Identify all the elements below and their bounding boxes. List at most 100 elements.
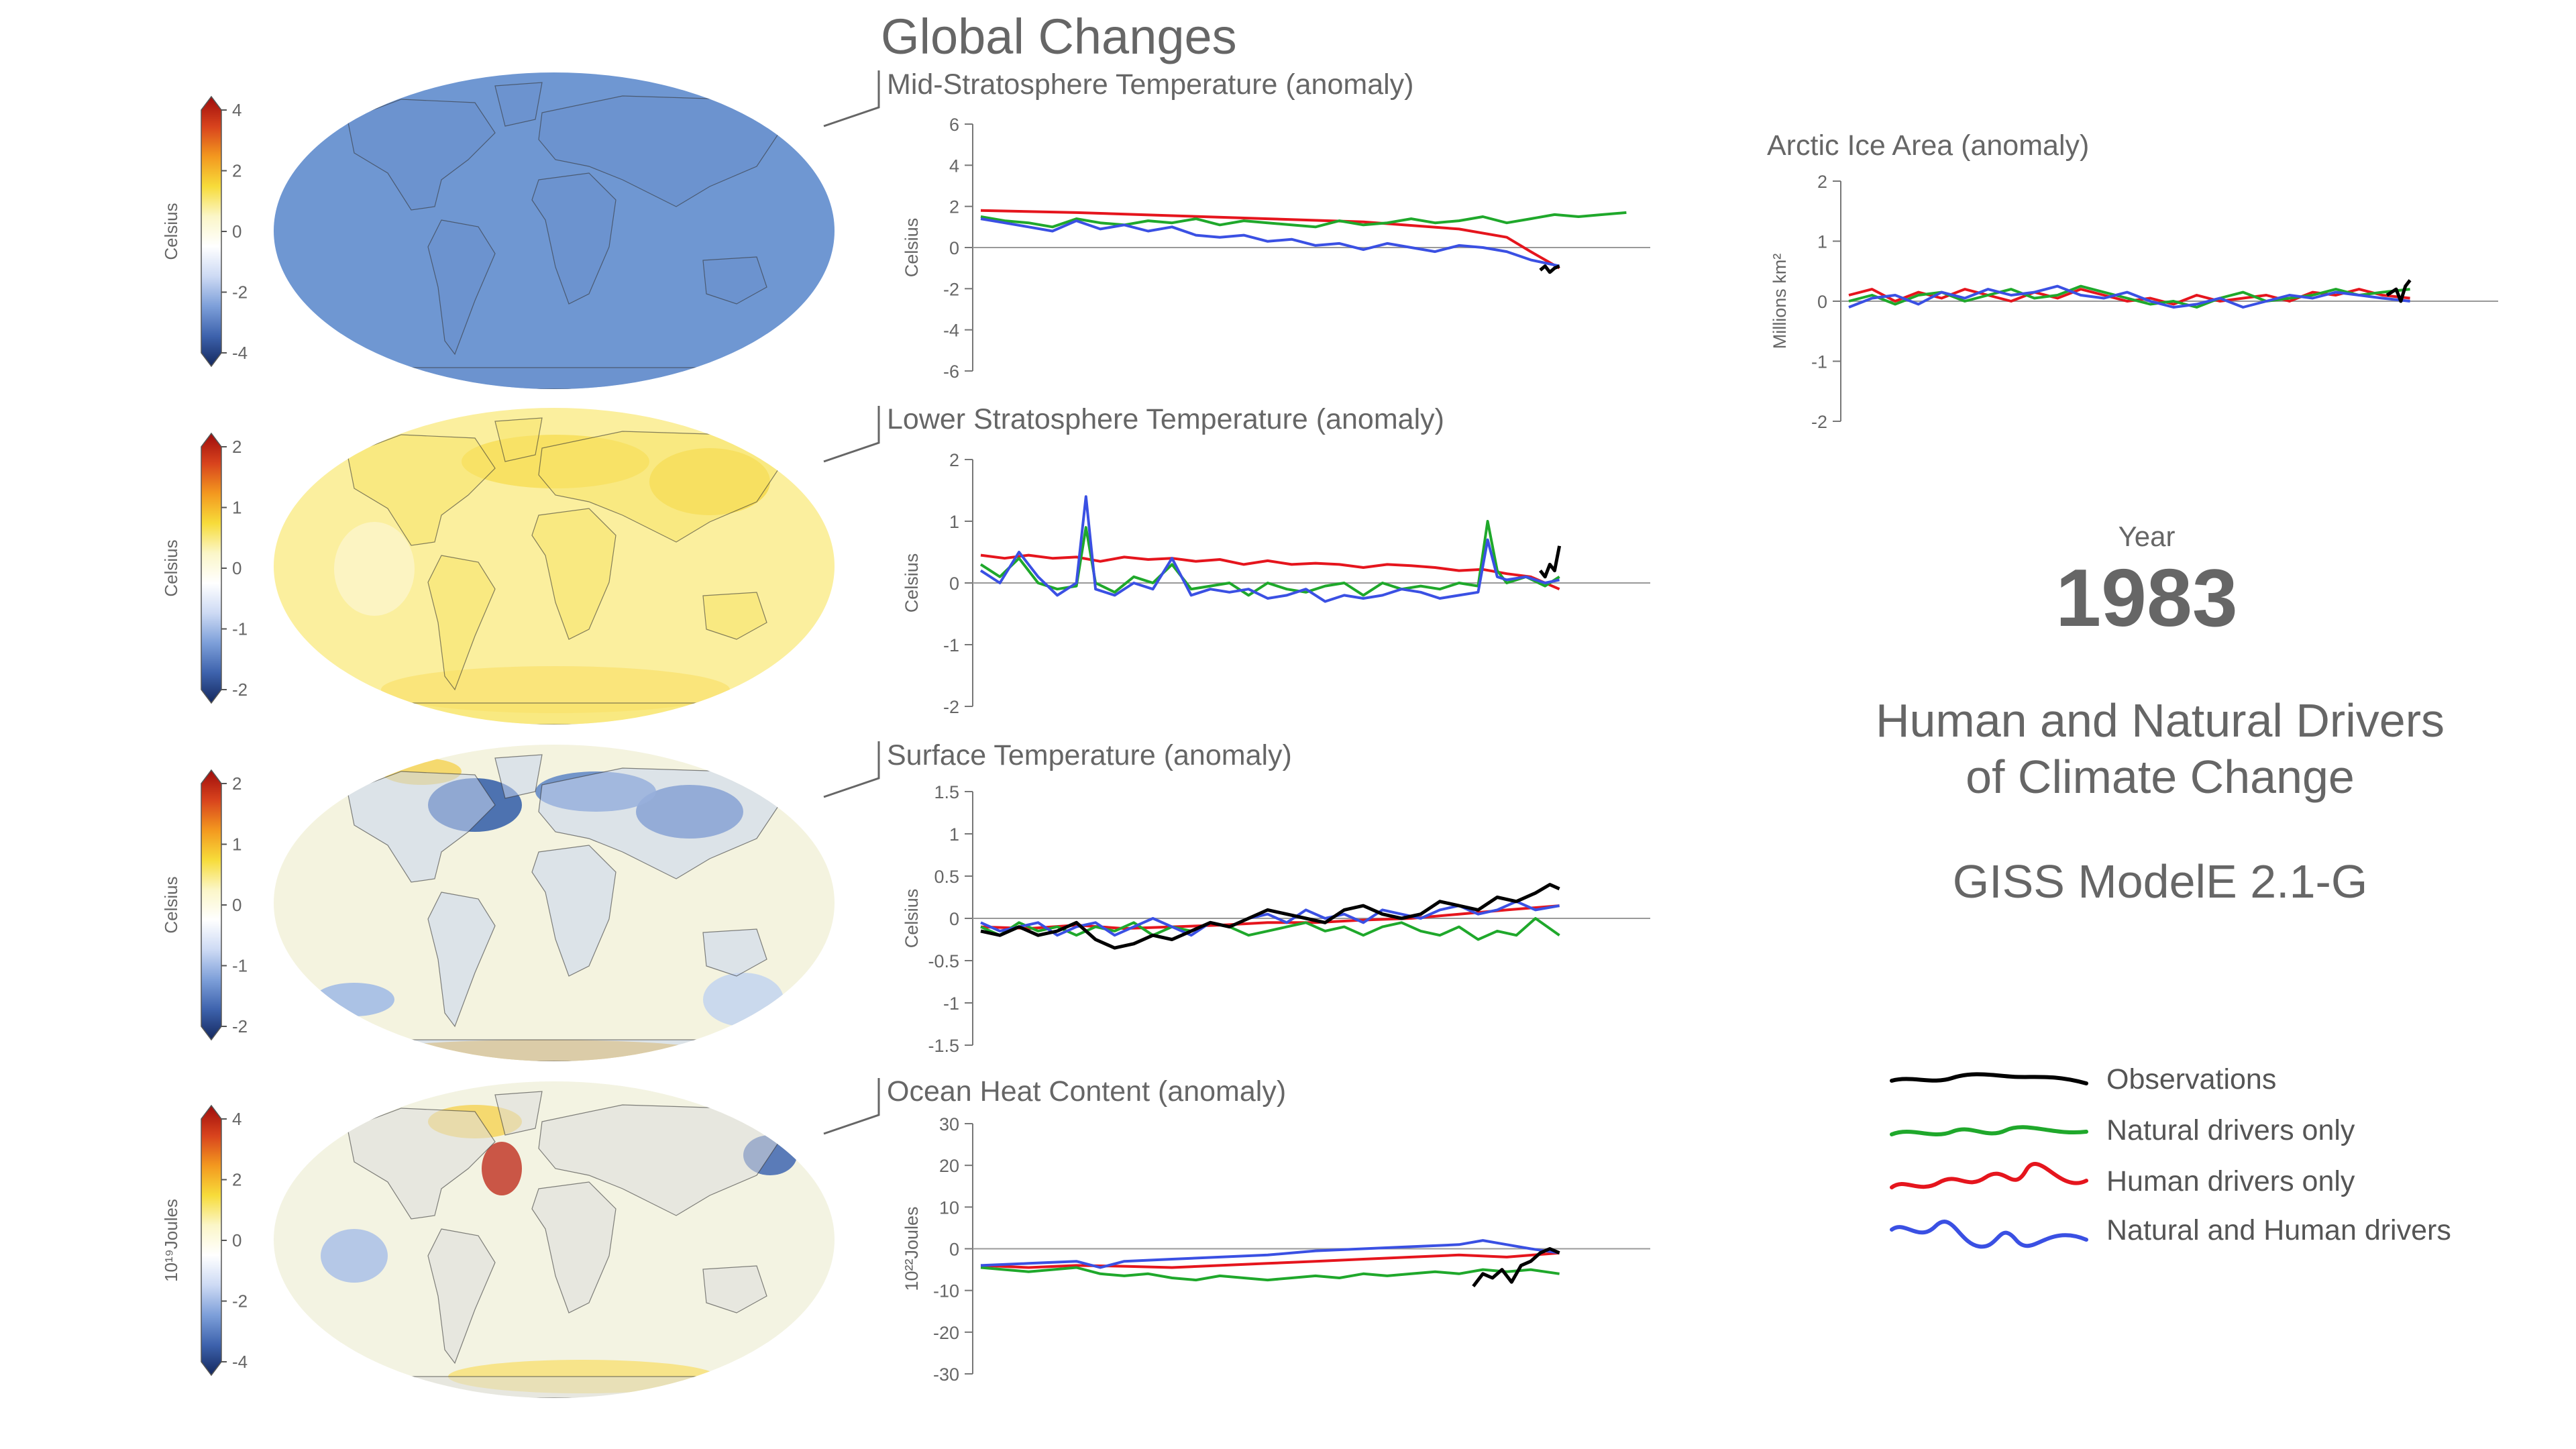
ocean-heat-series-observations [1472,1247,1560,1288]
legend-item-both: Natural and Human drivers [1885,1206,2489,1253]
arctic-ice-ytick-label: 1 [1817,232,1827,252]
ocean-heat-continent-africa [531,1181,616,1313]
panel-title-ocean-heat: Ocean Heat Content (anomaly) [887,1075,1287,1108]
lower-strat-ytick-label: 2 [949,450,959,470]
surface-colorbar-tick-label: 1 [232,835,241,855]
surface-continent-greenland [494,754,543,799]
lower-strat-series-both [979,495,1560,603]
leader-line-ocean-heat [823,1078,880,1135]
lower-strat-colorbar-tick-label: -2 [232,680,248,700]
mid-strat-series-natural [980,211,1627,229]
lower-strat-series-observations [1539,545,1562,579]
surface-colorbar-gradient [201,769,222,1041]
surface-map-anomaly [314,983,394,1016]
ocean-heat-continent-greenland [494,1091,543,1136]
year-value: 1983 [2055,552,2238,643]
map-mid-strat [274,72,835,389]
legend-swatch-natural [1890,1125,2088,1136]
mid-strat-continent-south-america [427,219,496,356]
ocean-heat-continent-south-america [427,1228,496,1364]
lower-strat-continent-greenland [494,417,543,462]
surface-colorbar-tick-label: 2 [232,773,241,794]
surface-series-natural [980,917,1560,941]
mid-strat-continent-greenland [494,82,543,127]
mid-strat-continent-africa [531,172,616,305]
mid-strat-ytick-label: -6 [943,362,959,382]
lower-strat-colorbar-tick-label: 0 [232,558,241,578]
subtitle-line-1: Human and Natural Drivers [1875,694,2445,747]
colorbar-surface: 2 1 0 -1 -2 Celsius [148,761,248,1049]
surface-ytick-label: -1.5 [928,1036,959,1056]
ocean-heat-series-both [980,1239,1560,1269]
lower-strat-colorbar-tick-label: 2 [232,437,241,457]
mid-strat-colorbar-tick-label: -2 [232,282,248,303]
chart-lower-strat: 2 1 0 -1 -2 Celsius [899,450,1657,717]
arctic-ice-series-both [1848,284,2410,309]
lower-strat-continent-antarctica [367,702,744,724]
panel-title-mid-strat: Mid-Stratosphere Temperature (anomaly) [887,68,1414,101]
ocean-heat-map-anomaly [482,1142,522,1195]
ocean-heat-continent-antarctica [367,1376,744,1398]
ocean-heat-map-anomaly [321,1229,388,1283]
lower-strat-continent-africa [531,508,616,640]
surface-colorbar-tick-label: -2 [232,1016,248,1036]
leader-line-surface [823,741,880,798]
leader-line-lower-strat [823,406,880,463]
ocean-heat-colorbar-label: 10¹⁹Joules [161,1199,181,1282]
panel-title-surface: Surface Temperature (anomaly) [887,739,1292,771]
legend-swatch-observations [1890,1072,2088,1085]
ocean-heat-series-natural [980,1266,1560,1282]
mid-strat-series-human [980,209,1560,270]
chart-ocean-heat: 30 20 10 0 -10 -20 -30 10²²Joules [899,1114,1657,1385]
mid-strat-continent-australia [702,256,767,305]
arctic-ice-ytick-label: -2 [1811,412,1827,432]
mid-strat-ytick-label: -2 [943,279,959,299]
arctic-ice-ytick-label: -1 [1811,352,1827,372]
arctic-ice-series-human [1848,288,2410,306]
lower-strat-ytick-label: 1 [949,512,959,532]
panel-title-lower-strat: Lower Stratosphere Temperature (anomaly) [887,403,1444,435]
mid-strat-ytick-label: 0 [949,238,959,258]
legend-item-natural: Natural drivers only [1885,1106,2489,1153]
ocean-heat-ytick-label: -20 [933,1323,959,1343]
ocean-heat-continent-australia [702,1265,767,1313]
legend-line-both [1890,1220,2088,1249]
surface-ytick-label: 1 [949,824,959,845]
legend-item-human: Human drivers only [1885,1157,2489,1204]
legend-label-observations: Observations [2106,1063,2277,1095]
surface-map-anomaly [703,973,784,1026]
surface-continent-north-america [347,771,496,883]
legend-label-both: Natural and Human drivers [2106,1214,2451,1246]
surface-continent-south-america [427,892,496,1028]
lower-strat-map-anomaly [334,522,415,616]
surface-y-axis-label: Celsius [902,889,922,949]
map-lower-strat [274,408,835,724]
ocean-heat-colorbar-tick-label: 2 [232,1170,241,1190]
arctic-ice-series-observations [2385,279,2412,303]
lower-strat-series-human [980,553,1560,591]
mid-strat-colorbar-label: Celsius [161,203,181,260]
ocean-heat-continent-north-america [347,1108,496,1220]
surface-series-human [980,904,1560,930]
mid-strat-ytick-label: -4 [943,321,959,341]
surface-ytick-label: 0.5 [934,867,959,887]
ocean-heat-ytick-label: 0 [949,1240,959,1260]
mid-strat-colorbar-gradient [201,95,222,368]
subtitle-line-2: of Climate Change [1966,751,2355,803]
lower-strat-colorbar-tick-label: -1 [232,619,248,639]
ocean-heat-y-axis-label: 10²²Joules [902,1206,922,1291]
ocean-heat-ytick-label: 10 [939,1197,959,1218]
mid-strat-colorbar-tick-label: 0 [232,221,241,241]
chart-surface: 1.5 1 0.5 0 -0.5 -1 -1.5 Celsius [899,782,1657,1056]
surface-ytick-label: 1.5 [934,782,959,802]
surface-continent-australia [702,928,767,977]
legend-line-observations [1890,1072,2088,1085]
lower-strat-series-natural [979,520,1560,597]
lower-strat-continent-north-america [347,434,496,546]
surface-continent-antarctica [367,1039,744,1061]
lower-strat-map-anomaly [381,666,730,713]
surface-colorbar-label: Celsius [161,876,181,933]
legend-line-natural [1890,1125,2088,1136]
mid-strat-series-both [980,217,1560,268]
legend-swatch-both [1890,1220,2088,1249]
